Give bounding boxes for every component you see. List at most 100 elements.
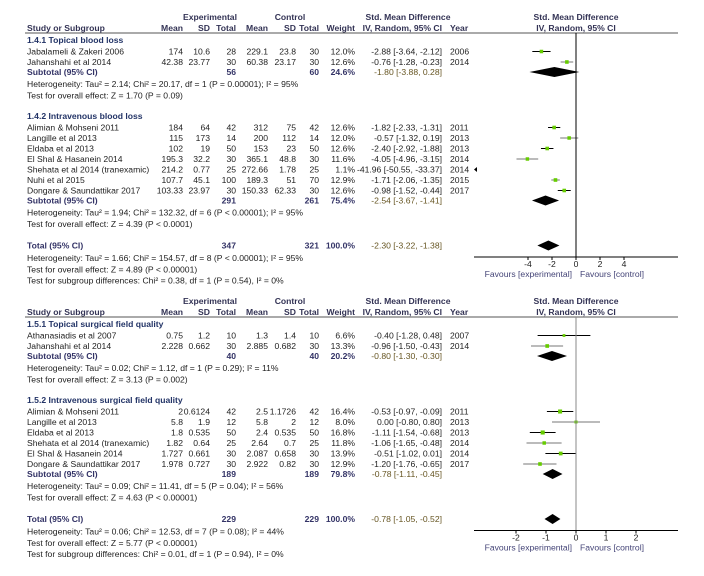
smd-ci-text: -1.11 [-1.54, -0.68] bbox=[372, 428, 442, 438]
ctrl-total: 30 bbox=[309, 154, 319, 164]
header-control: Control bbox=[275, 12, 306, 22]
total-overall-effect: Test for overall effect: Z = 4.89 (P < 0… bbox=[27, 265, 197, 275]
x-tick-label: -2 bbox=[548, 259, 556, 269]
weight: 12.0% bbox=[331, 47, 356, 57]
study-name: Langille et al 2013 bbox=[27, 417, 97, 427]
ctrl-total: 42 bbox=[309, 123, 319, 133]
ctrl-mean: 2.087 bbox=[246, 449, 268, 459]
exp-mean: 5.8 bbox=[171, 417, 183, 427]
smd-ci-text: -2.40 [-2.92, -1.88] bbox=[371, 144, 442, 154]
ctrl-mean: 2.5 bbox=[256, 407, 268, 417]
weight: 13.9% bbox=[331, 449, 356, 459]
total-overall-effect: Test for overall effect: Z = 5.77 (P < 0… bbox=[27, 538, 197, 548]
year: 2013 bbox=[450, 133, 469, 143]
year: 2013 bbox=[450, 417, 469, 427]
year: 2014 bbox=[450, 57, 469, 67]
year: 2017 bbox=[450, 186, 469, 196]
header-plot-title: Std. Mean Difference bbox=[533, 296, 618, 306]
exp-total: 30 bbox=[226, 449, 236, 459]
header-ctrl-total: Total bbox=[299, 23, 319, 33]
smd-ci-text: -0.96 [-1.50, -0.43] bbox=[371, 341, 442, 351]
ctrl-total: 25 bbox=[309, 165, 319, 175]
study-name: Jabalameli & Zakeri 2006 bbox=[27, 47, 124, 57]
year: 2014 bbox=[450, 154, 469, 164]
exp-mean: 42.38 bbox=[161, 57, 183, 67]
x-tick-label: 4 bbox=[622, 259, 627, 269]
ctrl-mean: 189.3 bbox=[246, 175, 268, 185]
exp-sd: 10.6 bbox=[193, 47, 210, 57]
weight: 11.6% bbox=[331, 154, 355, 164]
weight: 1.1% bbox=[335, 165, 355, 175]
smd-ci-text: -0.40 [-1.28, 0.48] bbox=[374, 331, 442, 341]
exp-total: 12 bbox=[226, 417, 236, 427]
exp-mean: 103.33 bbox=[157, 186, 184, 196]
ctrl-mean: 229.1 bbox=[246, 47, 268, 57]
exp-total: 42 bbox=[226, 123, 236, 133]
exp-mean: 1.978 bbox=[161, 459, 183, 469]
ctrl-total: 30 bbox=[309, 57, 319, 67]
exp-total: 50 bbox=[226, 428, 236, 438]
x-tick-label: -2 bbox=[512, 533, 520, 543]
header-weight: Weight bbox=[327, 307, 356, 317]
header-study: Study or Subgroup bbox=[27, 23, 105, 33]
ctrl-mean: 150.33 bbox=[242, 186, 269, 196]
exp-total: 100 bbox=[222, 175, 237, 185]
study-name: Alimian & Mohseni 2011 bbox=[27, 407, 119, 417]
smd-ci-text: -2.88 [-3.64, -2.12] bbox=[371, 47, 442, 57]
favours-experimental-label: Favours [experimental] bbox=[485, 269, 572, 279]
year: 2014 bbox=[450, 341, 469, 351]
weight: 12.6% bbox=[331, 123, 356, 133]
study-square bbox=[540, 430, 545, 435]
header-smd-sub: IV, Random, 95% CI bbox=[363, 23, 442, 33]
year: 2014 bbox=[450, 449, 469, 459]
favours-experimental-label: Favours [experimental] bbox=[485, 543, 572, 553]
weight: 8.0% bbox=[335, 417, 355, 427]
ctrl-sd: 0.535 bbox=[274, 428, 296, 438]
smd-ci-text: -0.53 [-0.97, -0.09] bbox=[371, 407, 442, 417]
ctrl-sd: 75 bbox=[286, 123, 296, 133]
exp-total: 50 bbox=[226, 144, 236, 154]
header-exp-total: Total bbox=[216, 307, 236, 317]
ctrl-total: 30 bbox=[309, 449, 319, 459]
study-square bbox=[567, 136, 571, 140]
ctrl-sd: 23.8 bbox=[279, 47, 296, 57]
smd-ci-text: -0.98 [-1.52, -0.44] bbox=[371, 186, 442, 196]
weight: 11.8% bbox=[331, 438, 355, 448]
ctrl-mean: 153 bbox=[254, 144, 269, 154]
study-name: El Shal & Hasanein 2014 bbox=[27, 449, 123, 459]
total-weight: 100.0% bbox=[326, 514, 356, 524]
study-name: Langille et al 2013 bbox=[27, 133, 97, 143]
subgroup-heading: 1.4.2 Intravenous blood loss bbox=[27, 111, 143, 121]
off-scale-arrow bbox=[474, 167, 477, 172]
ctrl-total: 50 bbox=[309, 428, 319, 438]
ctrl-total: 30 bbox=[309, 341, 319, 351]
study-name: Eldaba et al 2013 bbox=[27, 144, 94, 154]
header-smd-title: Std. Mean Difference bbox=[365, 296, 450, 306]
year: 2013 bbox=[450, 428, 469, 438]
exp-sd: 64 bbox=[200, 123, 210, 133]
study-square bbox=[545, 344, 550, 348]
ctrl-mean: 365.1 bbox=[246, 154, 268, 164]
exp-sd: 23.97 bbox=[188, 186, 210, 196]
overall-effect-text: Test for overall effect: Z = 3.13 (P = 0… bbox=[27, 375, 188, 385]
exp-mean: 1.8 bbox=[171, 428, 183, 438]
study-name: Jahanshahi et al 2014 bbox=[27, 341, 111, 351]
subtotal-diamond bbox=[537, 351, 567, 361]
ctrl-sd: 0.82 bbox=[279, 459, 296, 469]
smd-ci-text: -1.06 [-1.65, -0.48] bbox=[371, 438, 442, 448]
study-name: Alimian & Mohseni 2011 bbox=[27, 123, 119, 133]
x-tick-label: 0 bbox=[574, 259, 579, 269]
exp-mean: 2.228 bbox=[161, 341, 183, 351]
study-name: El Shal & Hasanein 2014 bbox=[27, 154, 123, 164]
subgroup-heading: 1.5.2 Intravenous surgical field quality bbox=[27, 395, 183, 405]
subtotal-label: Subtotal (95% CI) bbox=[27, 469, 98, 479]
subgroup-heading: 1.5.1 Topical surgical field quality bbox=[27, 319, 164, 329]
subtotal-ci-text: -0.80 [-1.30, -0.30] bbox=[371, 351, 442, 361]
study-square bbox=[558, 409, 563, 414]
ctrl-sd: 23 bbox=[286, 144, 296, 154]
header-exp-sd: SD bbox=[198, 307, 210, 317]
ctrl-mean: 60.38 bbox=[246, 57, 268, 67]
subtotal-diamond bbox=[542, 469, 563, 479]
ctrl-mean: 2.64 bbox=[251, 438, 268, 448]
study-square bbox=[565, 60, 569, 64]
